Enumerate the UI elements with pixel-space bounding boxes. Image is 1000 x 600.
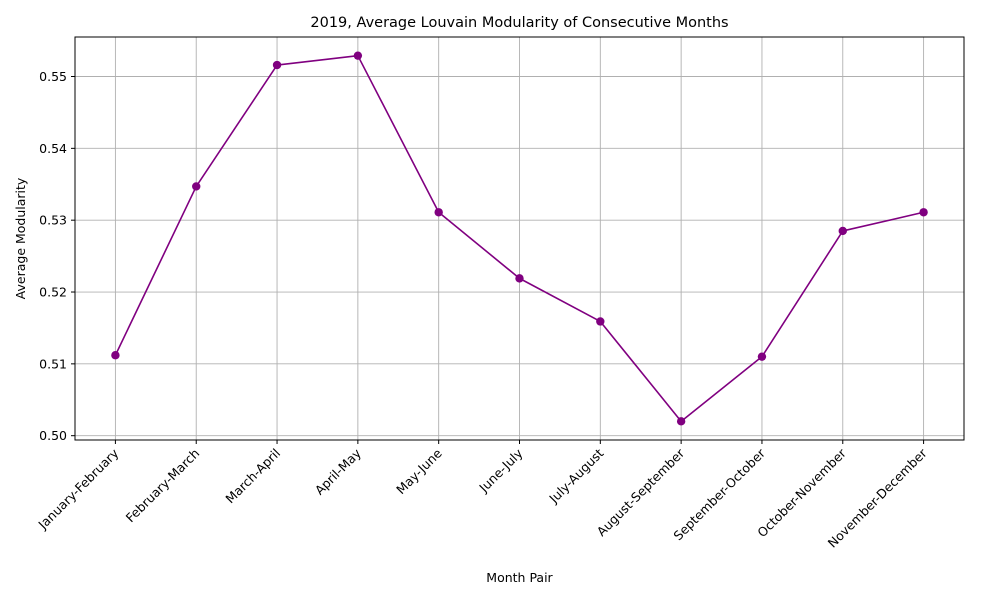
- y-tick-label: 0.54: [39, 141, 67, 156]
- data-point: [272, 60, 282, 70]
- data-point: [838, 226, 847, 236]
- data-markers: [111, 51, 928, 426]
- data-point: [919, 208, 928, 217]
- y-axis-label: Average Modularity: [13, 177, 28, 299]
- grid: [75, 37, 964, 440]
- y-axis-ticks: 0.50 0.51 0.52 0.53 0.54 0.55: [39, 69, 75, 443]
- y-tick-label: 0.52: [39, 285, 67, 300]
- data-point: [676, 417, 686, 426]
- y-tick-label: 0.51: [39, 356, 67, 371]
- data-point: [757, 352, 767, 361]
- chart-title: 2019, Average Louvain Modularity of Cons…: [310, 15, 728, 31]
- y-tick-label: 0.55: [39, 69, 67, 84]
- y-tick-label: 0.53: [39, 213, 67, 228]
- data-point: [596, 317, 605, 326]
- x-axis-label: Month Pair: [486, 570, 553, 585]
- data-point: [434, 208, 443, 217]
- data-point: [515, 274, 524, 283]
- data-point: [353, 51, 363, 60]
- data-point: [192, 182, 201, 191]
- y-tick-label: 0.50: [39, 428, 67, 443]
- data-point: [111, 351, 120, 360]
